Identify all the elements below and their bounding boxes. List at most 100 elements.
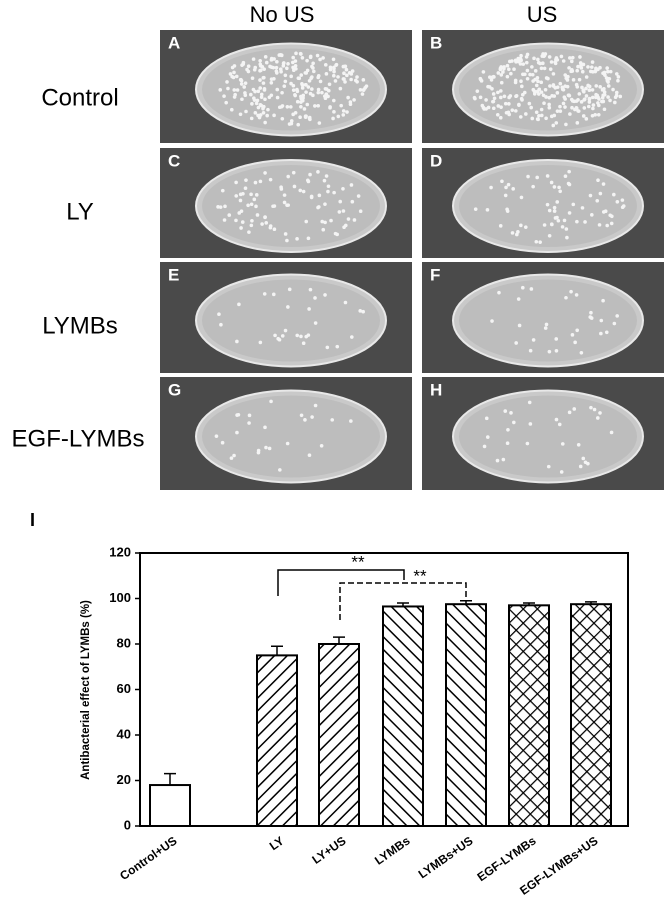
- colony: [570, 105, 574, 110]
- colony: [228, 72, 233, 76]
- colony: [349, 77, 353, 82]
- colony: [326, 184, 331, 189]
- colony: [530, 72, 535, 77]
- colony: [551, 72, 556, 76]
- colony: [518, 115, 523, 119]
- colony: [592, 407, 597, 412]
- colony: [310, 87, 314, 91]
- colony: [343, 80, 347, 84]
- colony: [255, 98, 260, 103]
- colony: [571, 78, 576, 82]
- colony: [576, 109, 580, 113]
- colony: [316, 74, 321, 78]
- colony: [512, 67, 516, 72]
- agar: [459, 395, 637, 478]
- significance-bracket: [339, 582, 467, 620]
- error-bar: [460, 600, 472, 605]
- colony: [277, 337, 282, 342]
- colony: [598, 191, 603, 196]
- colony: [350, 335, 354, 339]
- colony: [275, 95, 280, 100]
- colony: [563, 73, 568, 77]
- colony: [503, 193, 508, 198]
- colony: [513, 78, 518, 83]
- colony: [529, 105, 533, 110]
- colony: [291, 55, 295, 60]
- colony: [243, 186, 248, 190]
- colony: [544, 95, 548, 99]
- colony: [361, 309, 365, 314]
- colony: [527, 400, 532, 405]
- colony: [500, 179, 504, 184]
- colony: [310, 415, 314, 419]
- colony: [247, 413, 252, 418]
- y-tick-label: 100: [109, 590, 131, 605]
- colony: [561, 59, 566, 63]
- colony: [536, 92, 541, 96]
- colony: [291, 65, 295, 70]
- colony: [235, 88, 240, 92]
- colony: [249, 202, 254, 207]
- colony: [487, 85, 492, 89]
- colony: [522, 90, 527, 95]
- colony: [254, 193, 259, 197]
- colony: [519, 53, 523, 58]
- colony: [306, 236, 311, 241]
- colony: [334, 62, 339, 67]
- colony: [260, 222, 264, 226]
- colony: [519, 195, 524, 200]
- colony: [264, 221, 269, 225]
- colony: [265, 113, 269, 118]
- colony: [539, 66, 544, 71]
- colony: [252, 98, 257, 102]
- colony: [506, 182, 511, 187]
- colony: [555, 58, 560, 62]
- colony: [538, 240, 542, 244]
- colony: [497, 290, 501, 295]
- colony: [243, 81, 248, 85]
- colony: [326, 88, 331, 93]
- colony: [325, 345, 330, 350]
- colony: [542, 66, 547, 71]
- colony: [299, 413, 304, 418]
- colony: [506, 427, 510, 432]
- colony: [569, 97, 574, 102]
- colony: [272, 113, 276, 118]
- colony: [524, 55, 529, 59]
- colony: [587, 96, 592, 101]
- colony: [547, 105, 552, 110]
- colony: [316, 170, 320, 174]
- colony: [540, 61, 545, 66]
- colony: [234, 194, 239, 198]
- colony: [539, 90, 544, 94]
- colony: [518, 56, 523, 61]
- colony: [478, 77, 483, 82]
- colony: [324, 92, 329, 96]
- y-tick-label: 80: [117, 635, 131, 650]
- colony: [591, 103, 596, 107]
- colony: [491, 74, 496, 79]
- colony: [566, 181, 571, 186]
- colony: [614, 90, 619, 95]
- colony: [251, 57, 256, 61]
- colony: [316, 103, 321, 108]
- colony: [588, 315, 593, 319]
- colony: [287, 122, 292, 126]
- colony: [554, 337, 559, 341]
- colony: [323, 96, 328, 101]
- colony: [306, 178, 310, 183]
- colony: [217, 312, 221, 317]
- colony: [299, 94, 303, 99]
- colony: [311, 61, 315, 66]
- colony: [605, 69, 610, 74]
- colony: [303, 71, 308, 75]
- colony: [280, 90, 284, 95]
- colony: [582, 106, 587, 110]
- colony: [323, 220, 327, 225]
- colony: [338, 199, 343, 204]
- colony: [590, 113, 595, 118]
- colony: [274, 65, 279, 70]
- colony: [529, 287, 534, 291]
- colony: [570, 69, 575, 73]
- colony: [261, 111, 266, 115]
